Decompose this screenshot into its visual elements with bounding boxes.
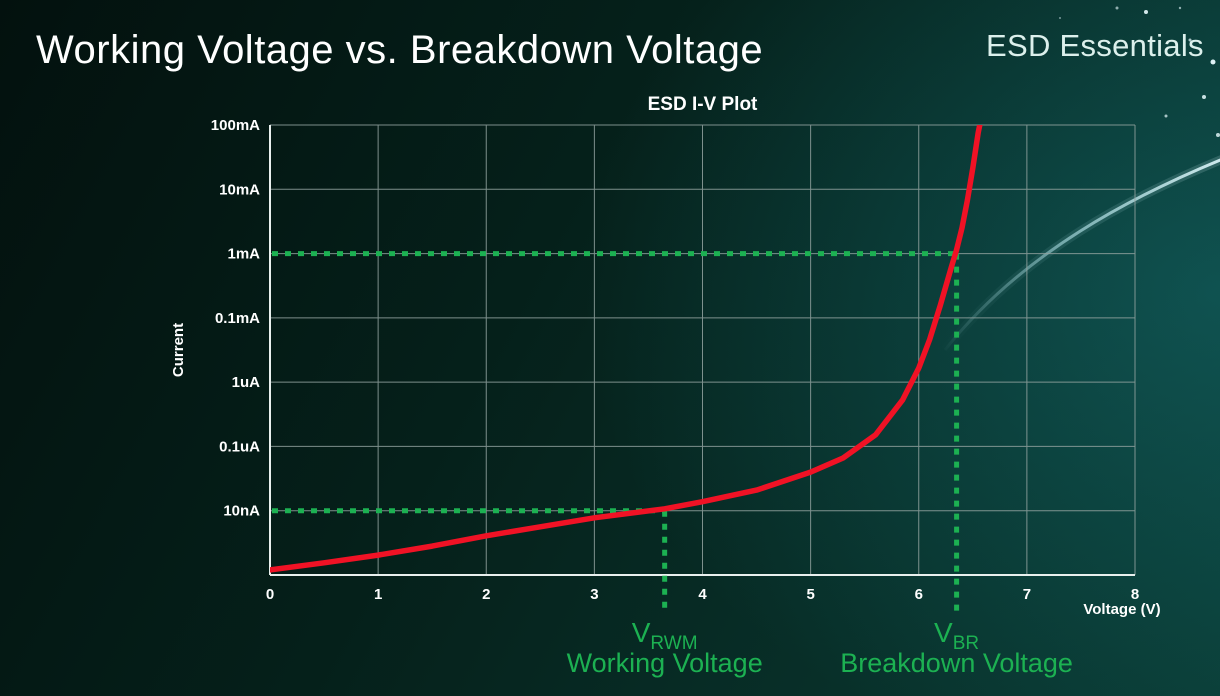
brand-wordmark: ESD Essentials — [986, 28, 1204, 63]
annotation-symbol: VRWM — [632, 617, 698, 654]
annotation-label: Working Voltage — [567, 648, 763, 678]
annotation-label: Breakdown Voltage — [840, 648, 1073, 678]
x-axis-title: Voltage (V) — [1083, 601, 1160, 618]
axes — [269, 125, 1135, 576]
swoosh-curve — [943, 158, 1220, 351]
x-tick-label: 1 — [374, 586, 382, 603]
x-tick-label: 6 — [915, 586, 923, 603]
x-tick-label: 5 — [806, 586, 814, 603]
iv-curve — [270, 125, 983, 573]
x-tick-label: 8 — [1131, 586, 1139, 603]
annotation-symbol: VBR — [934, 617, 979, 654]
y-tick-label: 1uA — [232, 374, 261, 391]
y-tick-label: 100mA — [211, 117, 260, 134]
y-axis-title: Current — [170, 323, 187, 377]
x-tick-label: 3 — [590, 586, 598, 603]
x-tick-label: 0 — [266, 586, 274, 603]
chart-title: ESD I-V Plot — [648, 94, 758, 115]
slide-title: Working Voltage vs. Breakdown Voltage — [36, 28, 764, 72]
star-dots — [1059, 6, 1220, 137]
y-tick-label: 0.1uA — [219, 438, 260, 455]
grid-lines — [269, 124, 1136, 576]
y-tick-label: 0.1mA — [215, 310, 260, 327]
y-tick-label: 1mA — [227, 246, 260, 263]
x-tick-label: 7 — [1023, 586, 1031, 603]
x-tick-label: 2 — [482, 586, 490, 603]
guide-lines — [272, 251, 960, 612]
y-tick-label: 10mA — [219, 181, 260, 198]
x-tick-label: 4 — [698, 586, 707, 603]
y-tick-label: 10nA — [223, 503, 260, 520]
axis-text: 0 1 2 3 4 5 6 7 8 100mA 10mA 1mA 0.1mA 1uA 0.1uA 10nA Vo… — [170, 117, 1161, 618]
